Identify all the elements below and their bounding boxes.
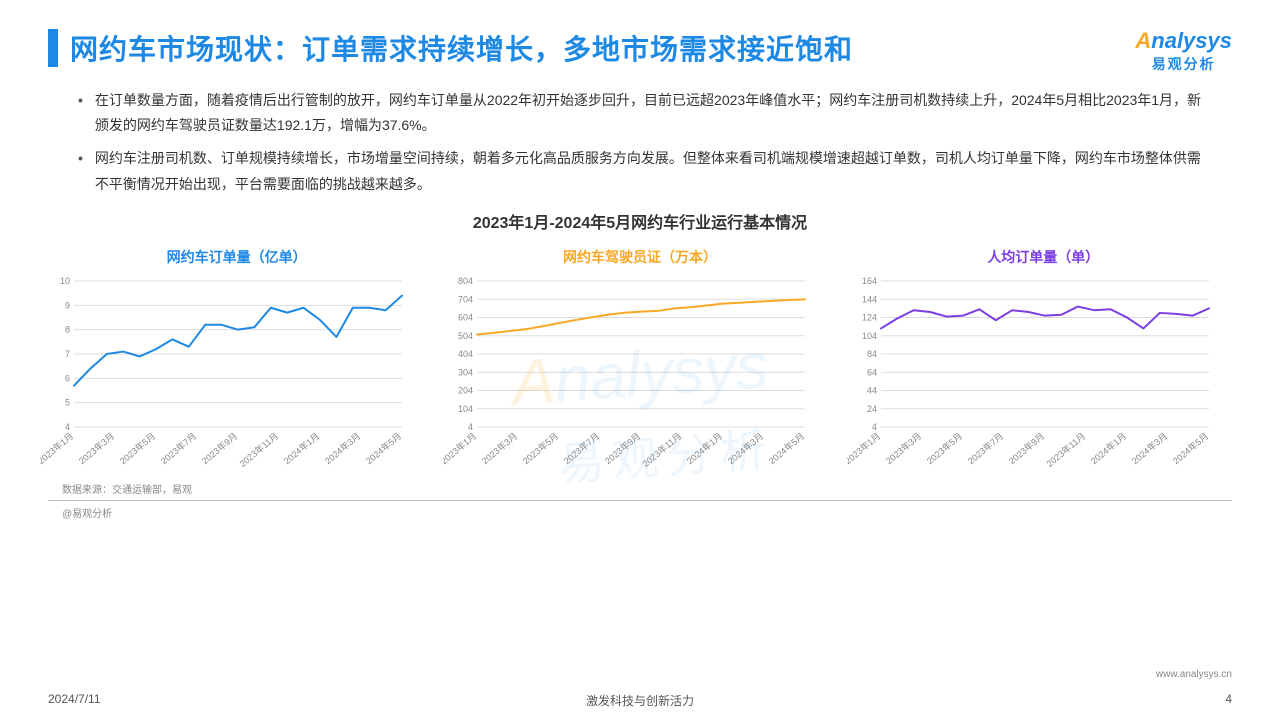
- chart-svg: 456789102023年1月2023年3月2023年5月2023年7月2023…: [40, 275, 410, 475]
- svg-text:204: 204: [458, 385, 473, 395]
- svg-text:2023年9月: 2023年9月: [199, 430, 239, 466]
- svg-text:2023年5月: 2023年5月: [117, 430, 157, 466]
- svg-text:164: 164: [862, 276, 877, 286]
- divider: [48, 500, 1232, 501]
- svg-text:4: 4: [872, 422, 877, 432]
- svg-text:2023年11月: 2023年11月: [1044, 430, 1087, 469]
- svg-text:2023年11月: 2023年11月: [640, 430, 683, 469]
- url: www.analysys.cn: [1156, 669, 1232, 680]
- svg-text:504: 504: [458, 331, 473, 341]
- svg-text:304: 304: [458, 367, 473, 377]
- svg-text:2023年3月: 2023年3月: [480, 430, 520, 466]
- svg-text:804: 804: [458, 276, 473, 286]
- logo-main: Analysys: [1135, 28, 1232, 54]
- footer-center: 激发科技与创新活力: [586, 692, 694, 709]
- svg-text:704: 704: [458, 294, 473, 304]
- bullet-item: 网约车注册司机数、订单规模持续增长，市场增量空间持续，朝着多元化高品质服务方向发…: [78, 146, 1202, 196]
- svg-text:2024年3月: 2024年3月: [1129, 430, 1169, 466]
- svg-text:7: 7: [65, 349, 70, 359]
- svg-text:2023年1月: 2023年1月: [40, 430, 75, 466]
- svg-text:44: 44: [867, 385, 877, 395]
- logo: Analysys 易观分析: [1135, 28, 1232, 74]
- chart-orders: 网约车订单量（亿单） 4 5 6 7 8 9 10 2023年1月2023年3月2023年5月…: [40, 247, 433, 475]
- footer-date: 2024/7/11: [48, 692, 101, 706]
- svg-text:9: 9: [65, 300, 70, 310]
- svg-text:2024年1月: 2024年1月: [1088, 430, 1128, 466]
- logo-sub: 易观分析: [1135, 54, 1232, 74]
- svg-text:604: 604: [458, 312, 473, 322]
- page-title: 网约车市场现状：订单需求持续增长，多地市场需求接近饱和: [70, 28, 853, 68]
- chart-svg: 4244464841041241441642023年1月2023年3月2023年…: [847, 275, 1217, 475]
- svg-text:104: 104: [862, 331, 877, 341]
- chart-title: 人均订单量（单）: [847, 247, 1240, 267]
- svg-text:2023年11月: 2023年11月: [237, 430, 280, 469]
- svg-text:64: 64: [867, 367, 877, 377]
- svg-text:104: 104: [458, 404, 473, 414]
- svg-text:2023年3月: 2023年3月: [76, 430, 116, 466]
- svg-text:2023年7月: 2023年7月: [158, 430, 198, 466]
- charts-row: 网约车订单量（亿单） 456789102023年1月2023年3月2023年5月…: [0, 233, 1280, 475]
- svg-text:2023年3月: 2023年3月: [883, 430, 923, 466]
- svg-text:404: 404: [458, 349, 473, 359]
- chart-title: 网约车订单量（亿单）: [40, 247, 433, 267]
- bullet-text: 在订单数量方面，随着疫情后出行管制的放开，网约车订单量从2022年初开始逐步回升…: [95, 88, 1202, 138]
- svg-text:2024年1月: 2024年1月: [281, 430, 321, 466]
- svg-text:4: 4: [65, 422, 70, 432]
- svg-text:2024年5月: 2024年5月: [363, 430, 403, 466]
- svg-text:2024年3月: 2024年3月: [322, 430, 362, 466]
- footer: 2024/7/11 激发科技与创新活力 4: [0, 692, 1280, 706]
- chart-section-title: 2023年1月-2024年5月网约车行业运行基本情况: [0, 209, 1280, 233]
- svg-text:6: 6: [65, 373, 70, 383]
- svg-text:2023年7月: 2023年7月: [562, 430, 602, 466]
- svg-text:2024年1月: 2024年1月: [685, 430, 725, 466]
- svg-text:2023年9月: 2023年9月: [1006, 430, 1046, 466]
- svg-text:2024年5月: 2024年5月: [1170, 430, 1210, 466]
- svg-text:2023年1月: 2023年1月: [443, 430, 478, 466]
- svg-text:10: 10: [60, 276, 70, 286]
- svg-text:2023年7月: 2023年7月: [965, 430, 1005, 466]
- svg-text:4: 4: [468, 422, 473, 432]
- chart-drivers: 网约车驾驶员证（万本） 4 104 204 304 404 504 604 704 804 202…: [443, 247, 836, 475]
- svg-text:84: 84: [867, 349, 877, 359]
- chart-svg: 41042043044045046047048042023年1月2023年3月2…: [443, 275, 813, 475]
- svg-text:2023年9月: 2023年9月: [603, 430, 643, 466]
- header: 网约车市场现状：订单需求持续增长，多地市场需求接近饱和: [0, 0, 1280, 68]
- chart-title: 网约车驾驶员证（万本）: [443, 247, 836, 267]
- footer-page: 4: [1225, 692, 1232, 706]
- bullet-text: 网约车注册司机数、订单规模持续增长，市场增量空间持续，朝着多元化高品质服务方向发…: [95, 146, 1202, 196]
- bullet-item: 在订单数量方面，随着疫情后出行管制的放开，网约车订单量从2022年初开始逐步回升…: [78, 88, 1202, 138]
- svg-text:2023年5月: 2023年5月: [521, 430, 561, 466]
- svg-text:2024年3月: 2024年3月: [726, 430, 766, 466]
- citation: @易观分析: [62, 505, 1280, 520]
- data-source: 数据来源：交通运输部，易观: [62, 481, 1280, 496]
- svg-text:144: 144: [862, 294, 877, 304]
- title-accent-bar: [48, 29, 58, 67]
- svg-text:5: 5: [65, 397, 70, 407]
- svg-text:2023年1月: 2023年1月: [847, 430, 882, 466]
- svg-text:8: 8: [65, 324, 70, 334]
- chart-per-capita: 人均订单量（单） 4244464841041241441642023年1月202…: [847, 247, 1240, 475]
- svg-text:2023年5月: 2023年5月: [924, 430, 964, 466]
- svg-text:124: 124: [862, 312, 877, 322]
- bullet-list: 在订单数量方面，随着疫情后出行管制的放开，网约车订单量从2022年初开始逐步回升…: [0, 68, 1280, 197]
- svg-text:2024年5月: 2024年5月: [767, 430, 807, 466]
- svg-text:24: 24: [867, 404, 877, 414]
